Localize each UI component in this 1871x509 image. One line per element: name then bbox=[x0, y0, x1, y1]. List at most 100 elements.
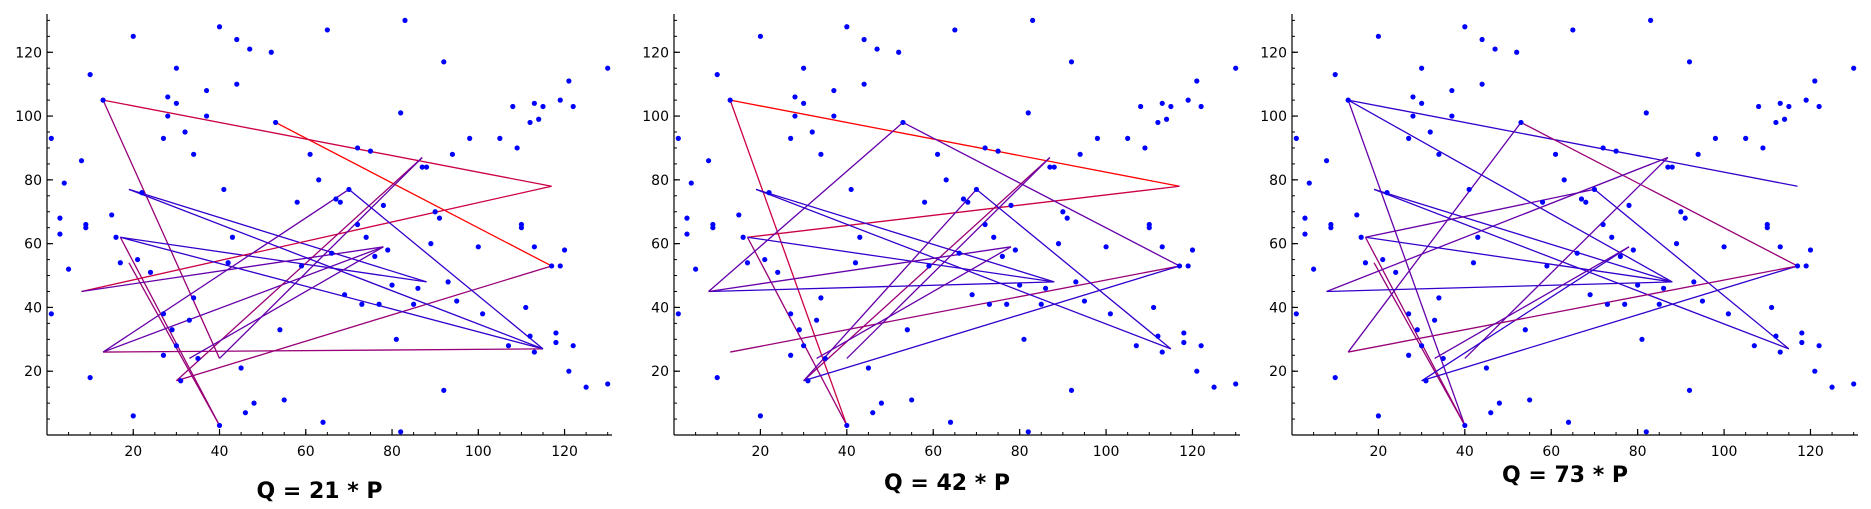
y-tick-label: 80 bbox=[24, 173, 42, 189]
data-point bbox=[1060, 209, 1066, 215]
data-point bbox=[999, 253, 1005, 259]
data-point bbox=[1427, 129, 1433, 135]
data-point bbox=[173, 343, 179, 349]
data-point bbox=[1604, 301, 1611, 307]
segment-line bbox=[1347, 99, 1673, 283]
data-point bbox=[1163, 116, 1170, 122]
data-point bbox=[956, 250, 962, 256]
x-tick-label: 20 bbox=[751, 444, 769, 460]
data-point bbox=[1293, 311, 1299, 317]
data-point bbox=[1803, 97, 1809, 103]
data-point bbox=[757, 33, 764, 39]
data-point bbox=[1803, 263, 1809, 269]
data-point bbox=[337, 199, 343, 205]
data-point bbox=[1406, 352, 1412, 358]
data-point bbox=[385, 247, 391, 253]
data-point bbox=[527, 119, 533, 126]
data-point bbox=[1479, 81, 1485, 87]
segment-line bbox=[189, 246, 384, 360]
data-point bbox=[926, 263, 932, 269]
data-point bbox=[87, 71, 93, 78]
data-point bbox=[813, 317, 820, 323]
data-point bbox=[531, 349, 537, 355]
data-point bbox=[1630, 247, 1636, 253]
data-point bbox=[160, 135, 167, 141]
x-tick-label: 60 bbox=[924, 444, 942, 460]
data-point bbox=[419, 164, 425, 170]
data-point bbox=[788, 352, 794, 358]
data-point bbox=[1583, 199, 1589, 205]
data-point bbox=[818, 151, 824, 157]
data-point bbox=[87, 374, 93, 381]
data-point bbox=[169, 327, 175, 333]
data-point bbox=[402, 17, 408, 23]
segment-line bbox=[1365, 236, 1673, 283]
y-tick-label: 100 bbox=[642, 109, 669, 125]
data-point bbox=[878, 400, 884, 406]
segment-line bbox=[1326, 281, 1673, 293]
x-tick-label: 40 bbox=[838, 444, 856, 460]
data-point bbox=[1851, 381, 1857, 387]
y-tick-label: 80 bbox=[1269, 173, 1287, 189]
data-point bbox=[870, 410, 876, 416]
segment-line bbox=[275, 121, 552, 267]
data-point bbox=[216, 24, 223, 30]
data-point bbox=[714, 374, 720, 381]
data-point bbox=[982, 145, 988, 151]
data-point bbox=[822, 355, 828, 362]
data-point bbox=[801, 100, 807, 106]
data-point bbox=[1051, 164, 1057, 170]
data-point bbox=[1807, 247, 1814, 253]
data-point bbox=[518, 225, 525, 231]
data-point bbox=[605, 381, 611, 387]
data-point bbox=[57, 231, 63, 237]
data-point bbox=[1008, 202, 1014, 208]
x-tick-label: 80 bbox=[383, 444, 401, 460]
data-point bbox=[796, 327, 802, 333]
data-point bbox=[372, 253, 378, 259]
data-point bbox=[1384, 190, 1390, 196]
data-point bbox=[480, 311, 486, 317]
segment-line bbox=[730, 265, 1180, 353]
data-point bbox=[523, 304, 529, 311]
data-point bbox=[1695, 151, 1701, 157]
data-point bbox=[449, 151, 456, 157]
data-point bbox=[380, 202, 387, 208]
data-point bbox=[1419, 100, 1425, 106]
data-point bbox=[272, 119, 279, 126]
data-point bbox=[861, 81, 867, 87]
data-point bbox=[1613, 148, 1619, 154]
data-point bbox=[1781, 116, 1788, 122]
data-point bbox=[1816, 343, 1822, 349]
data-point bbox=[376, 301, 382, 307]
data-point bbox=[1609, 234, 1615, 240]
segment-line bbox=[219, 157, 423, 359]
data-point bbox=[1617, 253, 1623, 259]
data-point bbox=[242, 410, 248, 416]
data-point bbox=[1656, 301, 1662, 307]
x-tick-label: 40 bbox=[211, 444, 229, 460]
data-point bbox=[1146, 225, 1152, 231]
data-point bbox=[182, 129, 188, 135]
data-point bbox=[1081, 298, 1088, 304]
data-point bbox=[436, 215, 443, 221]
data-point bbox=[1466, 186, 1472, 193]
data-point bbox=[1194, 368, 1200, 374]
data-point bbox=[1436, 295, 1442, 301]
data-point bbox=[1362, 260, 1369, 266]
data-point bbox=[48, 311, 54, 317]
data-point bbox=[1643, 110, 1649, 116]
segment-line bbox=[902, 121, 1180, 267]
data-point bbox=[1751, 343, 1757, 349]
data-point bbox=[1777, 244, 1783, 250]
segment-line bbox=[803, 188, 977, 382]
data-point bbox=[1159, 244, 1165, 250]
segment-line bbox=[708, 121, 904, 292]
data-point bbox=[117, 260, 123, 266]
data-point bbox=[1181, 339, 1187, 346]
segment-line bbox=[102, 188, 350, 353]
data-point bbox=[1522, 327, 1528, 333]
data-point bbox=[904, 327, 910, 333]
data-point bbox=[792, 113, 798, 119]
data-point bbox=[1561, 177, 1567, 183]
